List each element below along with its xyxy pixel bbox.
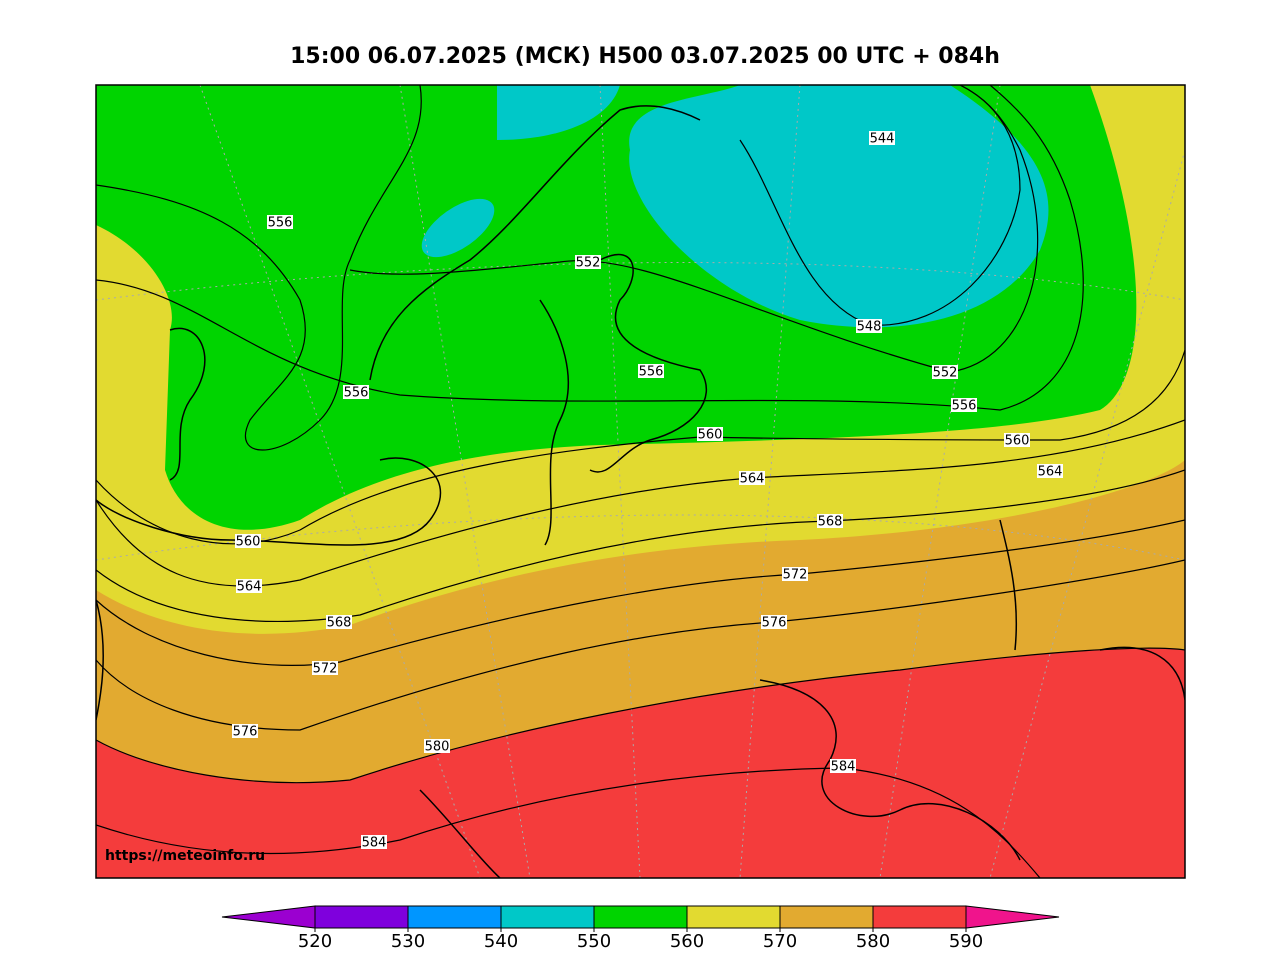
contour-label: 576 bbox=[233, 725, 258, 740]
contour-labels: 556 552 544 548 552 556 556 556 560 560 564 564 568 5… bbox=[232, 131, 1063, 851]
contour-label: 568 bbox=[327, 616, 352, 631]
contour-line bbox=[96, 767, 1041, 878]
contour-label-box bbox=[1004, 433, 1030, 447]
colorbar-segment bbox=[686, 905, 781, 929]
colorbar-segment bbox=[779, 905, 874, 929]
colorbar-segment bbox=[500, 905, 595, 929]
contour-label-box bbox=[424, 739, 450, 753]
contour-label-box bbox=[932, 365, 958, 379]
contour-label-box bbox=[236, 579, 262, 593]
contour-label: 552 bbox=[576, 256, 601, 271]
contour-label: 556 bbox=[344, 386, 369, 401]
colorbar: 520 530 540 550 560 570 580 590 bbox=[221, 905, 1060, 952]
coastline bbox=[96, 105, 1185, 878]
contour-label-box bbox=[817, 514, 843, 528]
contour-line bbox=[96, 519, 1185, 667]
colorbar-segment bbox=[407, 905, 502, 929]
colorbar-tick-label: 540 bbox=[484, 931, 518, 952]
colorbar-tick-label: 520 bbox=[298, 931, 332, 952]
contour-label: 544 bbox=[870, 132, 895, 147]
contour-label-box bbox=[326, 615, 352, 629]
contour-label-box bbox=[830, 759, 856, 773]
colorbar-tick-label: 580 bbox=[856, 931, 890, 952]
contour-label-box bbox=[575, 255, 601, 269]
contour-label-box bbox=[761, 615, 787, 629]
contour-label: 576 bbox=[762, 616, 787, 631]
contour-line bbox=[96, 469, 1185, 622]
contour-line bbox=[96, 559, 1185, 731]
contour-label: 584 bbox=[831, 760, 856, 775]
contour-label: 572 bbox=[783, 568, 808, 583]
contour-line bbox=[96, 647, 1185, 784]
contour-label-box bbox=[312, 661, 338, 675]
contour-line bbox=[96, 419, 1185, 587]
contour-label-box bbox=[232, 724, 258, 738]
graticule bbox=[96, 85, 1185, 878]
contour-line bbox=[739, 85, 1021, 326]
contour-label: 560 bbox=[698, 428, 723, 443]
contour-line bbox=[349, 85, 1039, 373]
contour-label: 580 bbox=[425, 740, 450, 755]
contour-label-box bbox=[697, 427, 723, 441]
contour-label: 564 bbox=[237, 580, 262, 595]
field-540-550 bbox=[497, 85, 620, 140]
contour-label-box bbox=[1037, 464, 1063, 478]
colorbar-tick-label: 590 bbox=[949, 931, 983, 952]
contour-label: 556 bbox=[952, 399, 977, 414]
contour-label-box bbox=[267, 215, 293, 229]
map-frame bbox=[95, 84, 1186, 879]
contour-label: 560 bbox=[1005, 434, 1030, 449]
colorbar-segment bbox=[593, 905, 688, 929]
contour-label: 572 bbox=[313, 662, 338, 677]
colorbar-segment bbox=[314, 905, 409, 929]
colorbar-segment bbox=[872, 905, 967, 929]
contour-label-box bbox=[235, 534, 261, 548]
contour-label-box bbox=[739, 471, 765, 485]
contour-label-box bbox=[782, 567, 808, 581]
contour-label-box bbox=[638, 364, 664, 378]
contour-label: 564 bbox=[740, 472, 765, 487]
field-540-550 bbox=[629, 85, 1049, 328]
watermark: https://meteoinfo.ru bbox=[105, 848, 265, 864]
field-540-550 bbox=[421, 198, 495, 258]
contour-label: 556 bbox=[639, 365, 664, 380]
contour-label: 556 bbox=[268, 216, 293, 231]
contour-label-box bbox=[361, 835, 387, 849]
colorbar-tick-label: 570 bbox=[763, 931, 797, 952]
contour-label: 560 bbox=[236, 535, 261, 550]
field-580-590 bbox=[96, 648, 1185, 878]
colorbar-extend-high bbox=[965, 905, 1060, 929]
contour-label-box bbox=[869, 131, 895, 145]
contour-label: 564 bbox=[1038, 465, 1063, 480]
contour-label: 584 bbox=[362, 836, 387, 851]
contour-label-box bbox=[343, 385, 369, 399]
colorbar-tick-label: 550 bbox=[577, 931, 611, 952]
map-title: 15:00 06.07.2025 (МСК) H500 03.07.2025 0… bbox=[290, 44, 1000, 69]
contour-label: 552 bbox=[933, 366, 958, 381]
contour-label: 568 bbox=[818, 515, 843, 530]
colorbar-tick-label: 530 bbox=[391, 931, 425, 952]
contour-label-box bbox=[951, 398, 977, 412]
contour-line bbox=[96, 85, 1084, 411]
contour-line bbox=[96, 85, 422, 451]
map-field bbox=[96, 85, 1185, 878]
colorbar-tick-label: 560 bbox=[670, 931, 704, 952]
contour-label: 548 bbox=[857, 320, 882, 335]
contour-label-box bbox=[856, 319, 882, 333]
